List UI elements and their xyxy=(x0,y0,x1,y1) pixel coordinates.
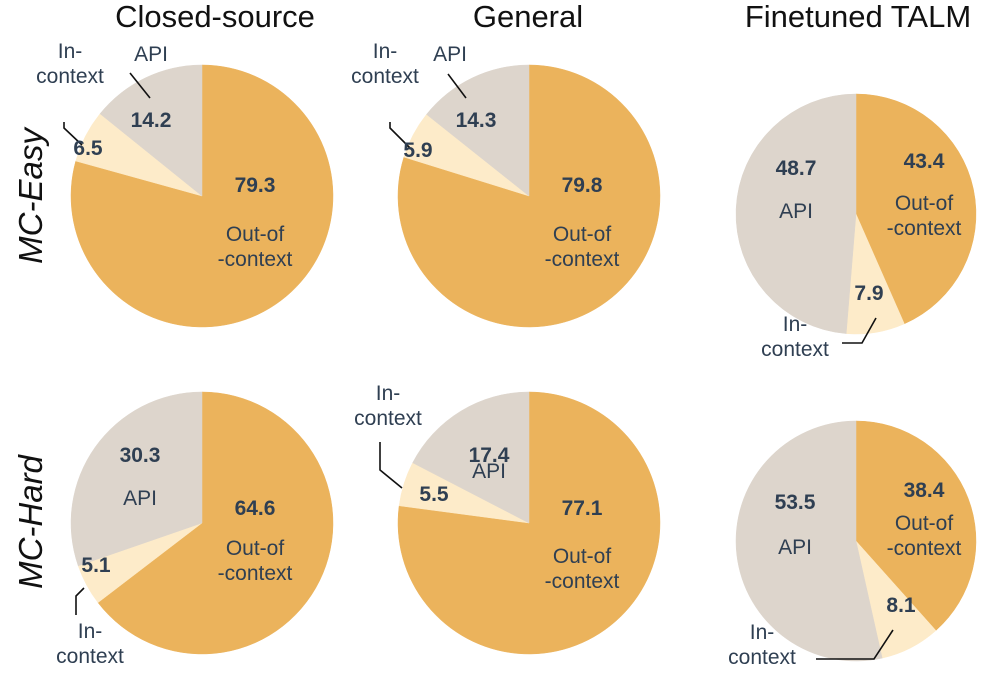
leader-line xyxy=(379,442,403,489)
column-title-finetuned-talm: Finetuned TALM xyxy=(745,0,971,34)
value-label-in-context: 5.1 xyxy=(81,554,111,577)
leader-line xyxy=(63,122,83,146)
slice-out-of-context xyxy=(855,93,977,325)
leader-line xyxy=(447,73,467,99)
category-label-in-context: In-context xyxy=(761,313,829,361)
slice-api xyxy=(735,93,857,334)
slice-out-of-context xyxy=(70,64,334,328)
slice-out-of-context xyxy=(397,391,661,655)
value-label-in-context: 6.5 xyxy=(73,137,103,160)
value-label-out-of-context: 38.4 xyxy=(904,479,945,502)
category-label-out-of-context: Out-of -context xyxy=(545,223,620,271)
leader-line xyxy=(75,587,85,615)
value-label-out-of-context: 64.6 xyxy=(235,497,276,520)
value-label-out-of-context: 79.3 xyxy=(235,174,276,197)
leader-line xyxy=(816,629,894,660)
slice-out-of-context xyxy=(855,420,977,631)
column-title-general: General xyxy=(473,0,583,34)
value-label-in-context: 5.5 xyxy=(419,483,449,506)
category-label-in-context: In-context xyxy=(728,621,796,669)
category-label-out-of-context: Out-of -context xyxy=(887,512,962,560)
category-label-out-of-context: Out-of -context xyxy=(218,223,293,271)
pie-mc-hard-closed-source: 64.6 Out-of -context 5.1 In-context 30.3 API xyxy=(56,391,334,668)
value-label-out-of-context: 43.4 xyxy=(904,150,945,173)
pie-mc-hard-finetuned-talm: 38.4 Out-of -context 8.1 In-context 53.5 API xyxy=(728,420,977,669)
category-label-in-context: In-context xyxy=(56,620,124,668)
category-label-api: API xyxy=(779,200,813,223)
value-label-api: 14.3 xyxy=(456,109,497,132)
category-label-in-context: In-context xyxy=(351,40,419,88)
value-label-api: 30.3 xyxy=(120,444,161,467)
pie-mc-easy-closed-source: 79.3 Out-of -context 6.5 In-context 14.2 API xyxy=(36,40,334,328)
category-label-out-of-context: Out-of -context xyxy=(218,537,293,585)
slice-api xyxy=(70,391,203,567)
slice-api xyxy=(426,64,530,197)
slice-api xyxy=(735,420,883,662)
category-label-api: API xyxy=(433,43,467,66)
row-title-mc-easy: MC-Easy xyxy=(12,126,49,264)
category-label-api: API xyxy=(123,487,157,510)
category-label-out-of-context: Out-of -context xyxy=(545,545,620,593)
value-label-in-context: 7.9 xyxy=(854,282,883,305)
leader-line xyxy=(129,72,151,99)
slice-out-of-context xyxy=(397,64,661,328)
category-label-in-context: In-context xyxy=(36,40,104,88)
value-label-in-context: 5.9 xyxy=(403,139,432,162)
value-label-out-of-context: 77.1 xyxy=(562,497,603,520)
category-label-api: API xyxy=(134,43,168,66)
row-title-mc-hard: MC-Hard xyxy=(12,453,49,588)
slice-api xyxy=(412,391,530,524)
slice-out-of-context xyxy=(97,391,334,655)
category-label-api: API xyxy=(472,460,506,483)
category-label-api: API xyxy=(778,536,812,559)
value-label-api: 48.7 xyxy=(776,157,817,180)
value-label-out-of-context: 79.8 xyxy=(562,174,603,197)
value-label-api: 14.2 xyxy=(131,109,172,132)
value-label-api: 17.4 xyxy=(469,444,510,467)
column-title-closed-source: Closed-source xyxy=(115,0,315,34)
pie-mc-easy-general: 79.8 Out-of -context 5.9 In-context 14.3 API xyxy=(351,40,661,328)
leader-line xyxy=(389,122,411,149)
category-label-in-context: In-context xyxy=(354,382,422,430)
value-label-api: 53.5 xyxy=(775,491,816,514)
category-label-out-of-context: Out-of -context xyxy=(887,192,962,240)
leader-line xyxy=(842,317,877,344)
slice-api xyxy=(99,64,203,197)
value-label-in-context: 8.1 xyxy=(886,594,916,617)
pie-mc-easy-finetuned-talm: 43.4 Out-of -context 7.9 In-context 48.7 API xyxy=(735,93,977,361)
